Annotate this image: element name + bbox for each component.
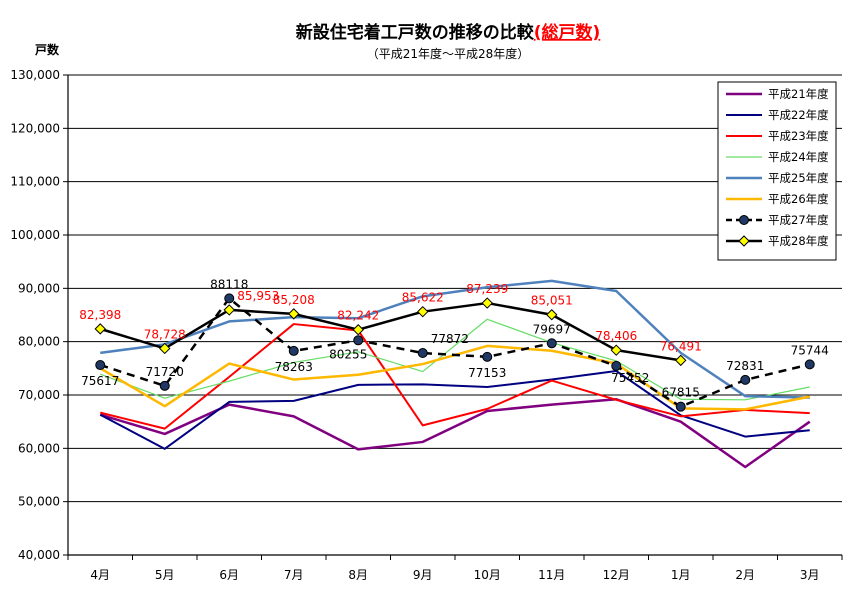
data-label: 85,208 (273, 293, 315, 307)
series-markers (94, 293, 815, 412)
chart-title-highlight: (総戸数) (534, 22, 601, 43)
legend: 平成21年度平成22年度平成23年度平成24年度平成25年度平成26年度平成27… (717, 81, 837, 261)
marker-circle (482, 351, 493, 362)
data-label: 85,953 (237, 289, 279, 303)
data-label: 78263 (275, 360, 313, 374)
tick-labels: 40,000 50,000 60,000 70,000 80,000 90,000 100,… (10, 68, 819, 582)
marker-diamond (288, 308, 300, 320)
marker-diamond (481, 297, 493, 309)
marker-circle (611, 360, 622, 371)
series-lines (99, 279, 811, 469)
x-tick-label: 12月 (603, 568, 630, 582)
marker-circle (288, 345, 299, 356)
data-label: 80255 (329, 347, 367, 361)
marker-diamond (610, 344, 622, 356)
x-tick-label: 7月 (284, 568, 304, 582)
legend-label: 平成21年度 (768, 87, 829, 101)
legend-marker (738, 235, 750, 247)
data-label: 79697 (533, 322, 571, 336)
legend-label: 平成27年度 (768, 213, 829, 227)
data-label: 75617 (81, 374, 119, 388)
marker-diamond (94, 323, 106, 335)
data-label: 82,398 (79, 308, 121, 322)
data-label: 72831 (726, 359, 764, 373)
y-tick-label: 130,000 (10, 68, 60, 82)
y-tick-label: 110,000 (10, 175, 60, 189)
legend-box (717, 81, 837, 261)
legend-marker (739, 215, 749, 225)
marker-circle (417, 348, 428, 359)
x-tick-label: 5月 (155, 568, 175, 582)
marker-circle (95, 360, 106, 371)
series-line-8 (99, 301, 681, 362)
data-label: 88118 (210, 277, 248, 291)
series-line-2 (99, 370, 810, 450)
legend-label: 平成24年度 (768, 150, 829, 164)
marker-circle (353, 335, 364, 346)
legend-label: 平成23年度 (768, 129, 829, 143)
y-tick-label: 50,000 (18, 495, 60, 509)
chart-subtitle: （平成21年度～平成28年度） (367, 46, 530, 61)
marker-diamond (223, 304, 235, 316)
y-tick-label: 90,000 (18, 281, 60, 295)
series-line-7 (99, 297, 811, 408)
legend-label: 平成26年度 (768, 192, 829, 206)
y-tick-label: 100,000 (10, 228, 60, 242)
marker-diamond (417, 305, 429, 318)
y-tick-label: 80,000 (18, 335, 60, 349)
marker-diamond (546, 309, 558, 321)
marker-circle (675, 401, 686, 412)
marker-circle (546, 338, 557, 349)
legend-label: 平成28年度 (768, 234, 829, 248)
data-label: 77153 (468, 366, 506, 380)
data-label: 76,491 (660, 339, 702, 353)
x-tick-label: 10月 (474, 568, 501, 582)
data-label: 75452 (611, 371, 649, 385)
x-tick-label: 9月 (413, 568, 433, 582)
y-tick-label: 120,000 (10, 121, 60, 135)
data-label: 78,406 (595, 329, 637, 343)
x-tick-label: 2月 (735, 568, 755, 582)
chart-title: 新設住宅着工戸数の推移の比較(総戸数) (296, 22, 601, 43)
x-tick-label: 6月 (219, 568, 239, 582)
x-tick-label: 3月 (800, 568, 820, 582)
series-line-4 (100, 318, 810, 401)
marker-circle (159, 380, 170, 391)
gridlines (68, 74, 842, 503)
marker-circle (804, 359, 815, 370)
marker-diamond (675, 354, 687, 367)
y-axis-unit-label: 戸数 (35, 42, 60, 57)
data-label: 75744 (791, 343, 829, 357)
legend-label: 平成22年度 (768, 108, 829, 122)
data-label: 77872 (431, 332, 469, 346)
axes (63, 74, 843, 560)
data-label: 78,728 (144, 327, 186, 341)
x-tick-label: 8月 (348, 568, 368, 582)
series-line-3 (100, 323, 810, 430)
data-label: 67815 (662, 386, 700, 400)
data-label: 82,242 (337, 309, 379, 323)
marker-diamond (159, 342, 171, 355)
x-tick-label: 11月 (538, 568, 565, 582)
series-line-5 (100, 279, 810, 399)
y-tick-label: 60,000 (18, 441, 60, 455)
data-label: 85,622 (402, 291, 444, 305)
data-label: 71720 (146, 365, 184, 379)
marker-diamond (352, 324, 364, 336)
x-tick-label: 1月 (671, 568, 691, 582)
legend-label: 平成25年度 (768, 171, 829, 185)
y-tick-label: 70,000 (18, 388, 60, 402)
data-label: 85,051 (531, 294, 573, 308)
y-tick-label: 40,000 (18, 548, 60, 562)
data-label: 87,239 (466, 282, 508, 296)
marker-circle (224, 293, 235, 304)
x-tick-label: 4月 (90, 568, 110, 582)
marker-circle (740, 374, 751, 385)
chart-title-main: 新設住宅着工戸数の推移の比較 (296, 22, 535, 43)
